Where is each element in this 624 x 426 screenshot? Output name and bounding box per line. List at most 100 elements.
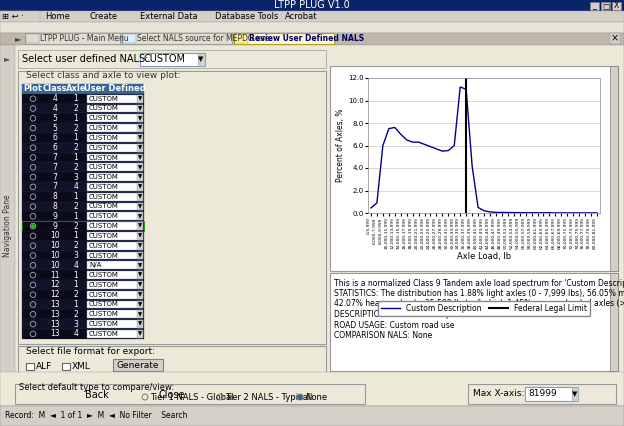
Text: 10: 10 xyxy=(50,251,60,260)
Text: Select class and axle to view plot:: Select class and axle to view plot: xyxy=(26,70,180,80)
Text: ▼: ▼ xyxy=(138,302,142,307)
Text: ►: ► xyxy=(4,55,11,63)
Text: 7: 7 xyxy=(52,163,57,172)
Bar xyxy=(87,124,143,132)
Text: Record:  M  ◄  1 of 1  ►  M  ◄  No Filter    Search: Record: M ◄ 1 of 1 ► M ◄ No Filter Searc… xyxy=(5,412,187,420)
Bar xyxy=(22,182,144,192)
Bar xyxy=(87,330,143,338)
Text: ▼: ▼ xyxy=(138,292,142,297)
Text: CUSTOM: CUSTOM xyxy=(89,302,119,308)
Text: 7: 7 xyxy=(52,173,57,181)
Bar xyxy=(26,34,39,43)
Bar xyxy=(87,193,143,201)
Text: Axle: Axle xyxy=(66,84,86,93)
Bar xyxy=(234,33,334,44)
Text: STATISTICS: The distribution has 1.88% light axles (0 - 7,999 lbs), 56.05% moder: STATISTICS: The distribution has 1.88% l… xyxy=(334,289,624,298)
Text: Max X-axis:: Max X-axis: xyxy=(473,389,524,398)
Text: ⊞ ↩ ·: ⊞ ↩ · xyxy=(2,12,24,21)
Text: 7: 7 xyxy=(52,153,57,162)
Bar xyxy=(22,290,144,299)
Text: CUSTOM: CUSTOM xyxy=(89,135,119,141)
Bar xyxy=(610,66,618,271)
Bar xyxy=(137,134,143,142)
Text: 10: 10 xyxy=(50,261,60,270)
Bar xyxy=(22,104,144,113)
Text: Create: Create xyxy=(90,12,118,21)
Bar xyxy=(87,105,143,112)
Bar xyxy=(87,301,143,308)
Bar xyxy=(137,262,143,269)
Bar xyxy=(137,173,143,181)
Bar xyxy=(0,45,15,406)
Bar xyxy=(22,172,144,182)
Text: 12: 12 xyxy=(51,280,60,289)
Bar xyxy=(330,273,618,371)
Text: Review User Defined NALS: Review User Defined NALS xyxy=(249,34,364,43)
Text: 2: 2 xyxy=(74,290,79,299)
Text: 3: 3 xyxy=(74,173,79,181)
Text: Tier 2 NALS - Typical: Tier 2 NALS - Typical xyxy=(225,392,310,401)
Bar xyxy=(0,11,40,22)
Text: LTPP PLUG V1.0: LTPP PLUG V1.0 xyxy=(274,0,350,11)
Circle shape xyxy=(298,395,302,399)
Bar xyxy=(22,153,144,162)
Text: ▼: ▼ xyxy=(138,106,142,111)
Bar xyxy=(22,123,144,133)
Bar xyxy=(25,33,120,44)
Text: 42.07% heavy axles (> 25,500 lbs), of which 1.45% are overloaded axles (> 34,000: 42.07% heavy axles (> 25,500 lbs), of wh… xyxy=(334,299,624,308)
Text: ▼: ▼ xyxy=(138,126,142,131)
Text: 8: 8 xyxy=(52,202,57,211)
Bar xyxy=(137,144,143,152)
Bar xyxy=(22,329,144,339)
Text: ▼: ▼ xyxy=(138,184,142,190)
Text: Back: Back xyxy=(85,389,109,400)
Bar xyxy=(140,53,205,66)
Text: Select default type to compare/view:: Select default type to compare/view: xyxy=(19,383,174,392)
Text: Acrobat: Acrobat xyxy=(285,12,318,21)
Text: N/A: N/A xyxy=(89,262,101,268)
Bar xyxy=(137,252,143,259)
Bar xyxy=(137,164,143,171)
Bar xyxy=(137,242,143,250)
Text: CUSTOM: CUSTOM xyxy=(89,145,119,151)
Bar xyxy=(22,113,144,123)
Text: 6: 6 xyxy=(52,133,57,142)
Text: 2: 2 xyxy=(74,310,79,319)
Bar xyxy=(22,270,144,280)
Text: 2: 2 xyxy=(74,124,79,132)
Text: CUSTOM: CUSTOM xyxy=(89,282,119,288)
Y-axis label: Percent of Axles, %: Percent of Axles, % xyxy=(336,109,345,182)
Text: None: None xyxy=(305,392,327,401)
Text: 2: 2 xyxy=(74,202,79,211)
Bar xyxy=(87,311,143,318)
Text: ▼: ▼ xyxy=(138,282,142,288)
Bar xyxy=(137,203,143,210)
Text: ▼: ▼ xyxy=(138,165,142,170)
Bar xyxy=(612,2,621,10)
Text: _: _ xyxy=(593,2,597,11)
Bar xyxy=(87,222,143,230)
Text: ▼: ▼ xyxy=(138,312,142,317)
Bar xyxy=(22,309,144,319)
Bar xyxy=(87,271,143,279)
Bar xyxy=(22,221,144,231)
Bar xyxy=(22,201,144,211)
Text: 7: 7 xyxy=(52,182,57,191)
Text: Generate: Generate xyxy=(117,360,159,369)
Text: CUSTOM: CUSTOM xyxy=(89,253,119,259)
Bar xyxy=(87,232,143,240)
Text: CUSTOM: CUSTOM xyxy=(89,184,119,190)
Text: 10: 10 xyxy=(50,231,60,240)
Bar xyxy=(137,232,143,240)
Text: 13: 13 xyxy=(50,310,60,319)
Bar xyxy=(22,231,144,241)
Text: ▼: ▼ xyxy=(138,322,142,327)
Bar xyxy=(137,301,143,308)
Bar xyxy=(137,193,143,201)
Bar xyxy=(62,363,70,370)
Text: DESCRIPTION: Custom Description: DESCRIPTION: Custom Description xyxy=(334,310,466,319)
Text: 4: 4 xyxy=(74,182,79,191)
Text: 1: 1 xyxy=(74,133,79,142)
Bar xyxy=(87,154,143,161)
Bar xyxy=(137,95,143,103)
